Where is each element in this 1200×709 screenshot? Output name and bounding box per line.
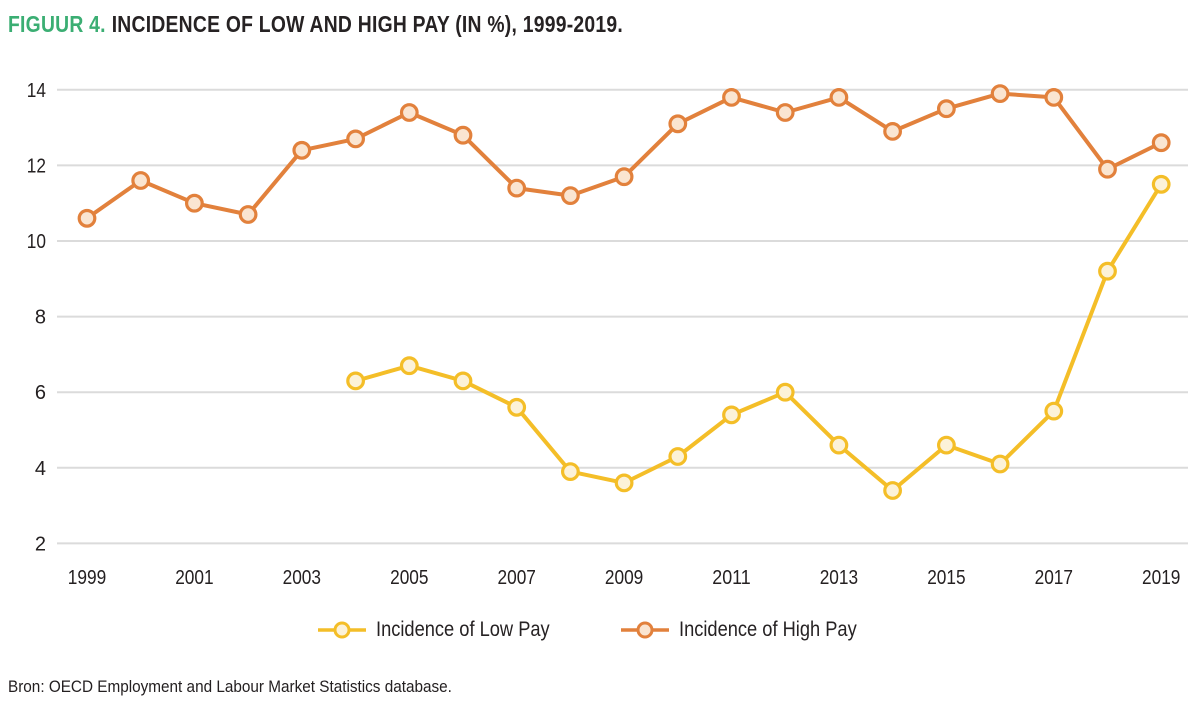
incidence-of-high-pay-marker-2003 bbox=[292, 140, 312, 160]
high-pay-line-swatch-icon bbox=[620, 621, 669, 639]
source-note-text: Bron: OECD Employment and Labour Market … bbox=[8, 677, 452, 696]
x-tick-label-1999: 1999 bbox=[68, 567, 106, 589]
figure-label: FIGUUR 4. bbox=[8, 11, 106, 37]
incidence-of-high-pay-marker-1999 bbox=[77, 208, 97, 228]
x-tick-label-2017: 2017 bbox=[1035, 567, 1073, 589]
y-tick-label-8: 8 bbox=[35, 307, 46, 329]
incidence-of-low-pay-marker-2017 bbox=[1044, 401, 1064, 421]
legend-label-high-pay: Incidence of High Pay bbox=[678, 618, 857, 641]
incidence-of-high-pay-marker-2009 bbox=[614, 167, 634, 187]
incidence-of-high-pay-marker-2010 bbox=[668, 114, 688, 134]
incidence-of-high-pay-marker-2015 bbox=[937, 99, 956, 119]
incidence-of-low-pay-marker-2019 bbox=[1151, 174, 1171, 194]
y-tick-label-6: 6 bbox=[35, 382, 46, 404]
x-tick-label-2019: 2019 bbox=[1142, 567, 1180, 589]
incidence-of-high-pay-marker-2011 bbox=[722, 87, 741, 107]
x-tick-label-2001: 2001 bbox=[175, 567, 213, 589]
x-tick-label-2007: 2007 bbox=[498, 567, 536, 589]
incidence-of-low-pay-line bbox=[353, 182, 1164, 493]
incidence-of-low-pay-marker-2008 bbox=[561, 462, 580, 482]
low-pay-line-swatch-icon bbox=[318, 621, 367, 639]
incidence-of-low-pay-marker-2004 bbox=[346, 371, 366, 391]
chart-legend: Incidence of Low Pay Incidence of High P… bbox=[0, 612, 1200, 648]
incidence-of-low-pay-marker-2006 bbox=[453, 371, 473, 391]
legend-item-high-pay: Incidence of High Pay bbox=[620, 618, 883, 642]
x-tick-label-2009: 2009 bbox=[605, 567, 643, 589]
incidence-of-low-pay-marker-2018 bbox=[1098, 261, 1117, 281]
y-tick-label-14: 14 bbox=[27, 80, 46, 102]
incidence-of-high-pay-marker-2006 bbox=[453, 125, 473, 145]
incidence-of-high-pay-marker-2016 bbox=[990, 84, 1010, 103]
incidence-of-high-pay-marker-2012 bbox=[775, 103, 795, 122]
incidence-of-high-pay-marker-2005 bbox=[399, 103, 419, 122]
y-tick-label-2: 2 bbox=[35, 533, 46, 555]
incidence-of-high-pay-marker-2019 bbox=[1151, 133, 1171, 153]
incidence-of-low-pay-marker-2009 bbox=[614, 473, 634, 493]
figure-heading: INCIDENCE OF LOW AND HIGH PAY (IN %), 19… bbox=[111, 11, 623, 37]
incidence-of-high-pay-marker-2007 bbox=[507, 178, 527, 198]
x-tick-label-2003: 2003 bbox=[283, 567, 321, 589]
x-tick-label-2011: 2011 bbox=[712, 567, 750, 589]
incidence-of-high-pay-marker-2002 bbox=[238, 205, 258, 224]
incidence-of-high-pay-marker-2018 bbox=[1098, 159, 1117, 179]
legend-item-low-pay: Incidence of Low Pay bbox=[317, 618, 576, 642]
incidence-of-high-pay-marker-2001 bbox=[184, 193, 204, 213]
incidence-of-low-pay-marker-2011 bbox=[722, 405, 741, 425]
y-tick-label-10: 10 bbox=[27, 231, 46, 253]
source-note: Bron: OECD Employment and Labour Market … bbox=[8, 677, 501, 697]
y-tick-label-12: 12 bbox=[27, 155, 46, 177]
incidence-of-high-pay-marker-2017 bbox=[1044, 87, 1064, 107]
incidence-of-low-pay-marker-2007 bbox=[507, 397, 527, 417]
incidence-of-low-pay-marker-2015 bbox=[937, 435, 956, 455]
incidence-of-high-pay-marker-2000 bbox=[131, 171, 151, 190]
incidence-of-high-pay-marker-2013 bbox=[829, 87, 849, 107]
x-tick-label-2005: 2005 bbox=[390, 567, 428, 589]
y-tick-label-4: 4 bbox=[35, 458, 46, 480]
incidence-of-low-pay-marker-2016 bbox=[990, 454, 1010, 474]
incidence-of-low-pay-marker-2010 bbox=[668, 447, 688, 466]
incidence-of-low-pay-marker-2005 bbox=[399, 356, 419, 376]
incidence-of-high-pay-marker-2008 bbox=[561, 186, 580, 206]
incidence-of-high-pay-marker-2014 bbox=[883, 121, 902, 141]
incidence-of-low-pay-marker-2014 bbox=[883, 481, 902, 500]
x-tick-label-2013: 2013 bbox=[820, 567, 858, 589]
incidence-of-low-pay-marker-2013 bbox=[829, 435, 849, 455]
incidence-of-high-pay-marker-2004 bbox=[346, 129, 366, 149]
incidence-of-low-pay-marker-2012 bbox=[775, 382, 795, 402]
figure-title: FIGUUR 4. INCIDENCE OF LOW AND HIGH PAY (… bbox=[8, 11, 740, 38]
incidence-of-high-pay-line bbox=[85, 91, 1164, 221]
figure-title-text: FIGUUR 4. INCIDENCE OF LOW AND HIGH PAY (… bbox=[8, 11, 623, 38]
legend-label-low-pay: Incidence of Low Pay bbox=[376, 618, 550, 641]
line-chart: 2 4 6 8 10 12 14 1999 2001 2003 2005 2007 2009 2011 20… bbox=[27, 80, 1188, 589]
x-tick-label-2015: 2015 bbox=[927, 567, 965, 589]
